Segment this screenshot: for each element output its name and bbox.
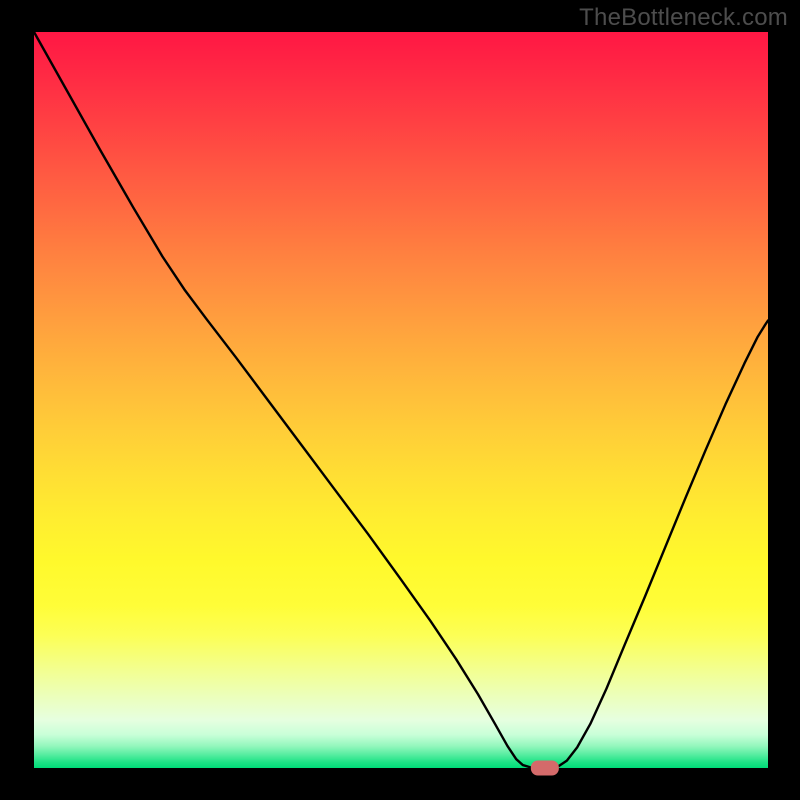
optimum-marker xyxy=(531,761,559,776)
bottleneck-chart xyxy=(0,0,800,800)
chart-stage: TheBottleneck.com xyxy=(0,0,800,800)
watermark-text: TheBottleneck.com xyxy=(579,4,788,32)
plot-gradient-background xyxy=(34,32,768,768)
